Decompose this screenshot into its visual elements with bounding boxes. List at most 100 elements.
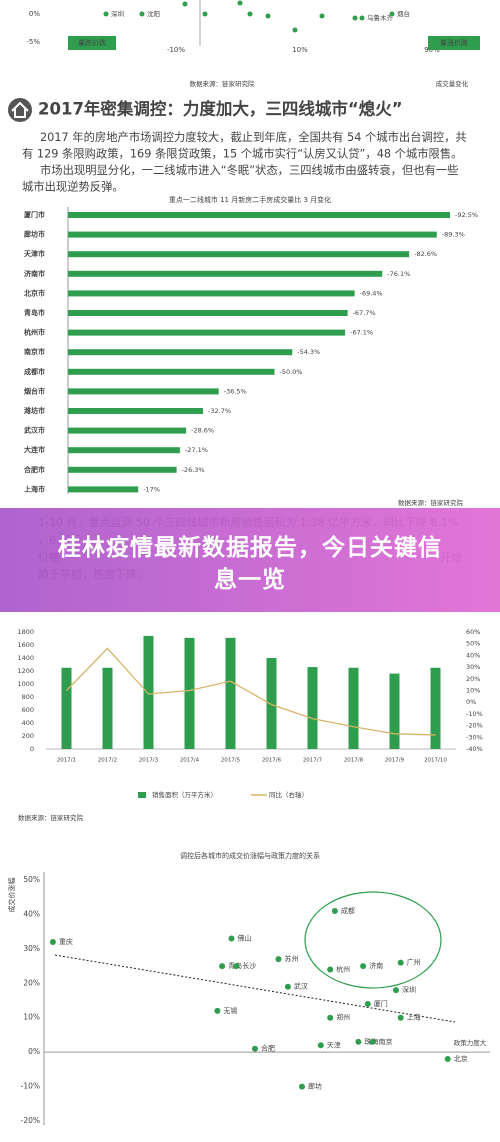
point <box>369 1038 376 1045</box>
point <box>237 0 243 6</box>
point-label: 上海 <box>407 1013 421 1022</box>
bar <box>225 637 236 749</box>
category-label: 大连市 <box>24 445 45 454</box>
y2-tick-label: 10% <box>466 687 480 695</box>
category-label: 潍坊市 <box>24 406 45 415</box>
point-label: 长沙 <box>242 961 256 970</box>
bar <box>61 667 72 749</box>
quadrant-badge <box>68 36 116 50</box>
bar <box>184 637 195 749</box>
chart-title: 调控后各城市的成交价涨幅与政策力度的关系 <box>180 851 320 860</box>
bar <box>68 447 180 454</box>
bar <box>68 408 204 414</box>
y-tick-label: 30% <box>23 944 40 953</box>
value-label: -17% <box>143 485 160 493</box>
chart-title: 重点一二线城市 11 月新房二手房成交量比 3 月变化 <box>169 195 331 204</box>
x-tick-label: 2017/7 <box>303 758 323 764</box>
category-label: 上海市 <box>24 484 45 493</box>
category-label: 廊坊市 <box>24 230 45 239</box>
y-tick-label: 50% <box>23 875 40 884</box>
point-label: 济南 <box>369 961 383 970</box>
bar <box>68 290 355 297</box>
bar <box>143 635 154 749</box>
point <box>233 963 240 970</box>
y-tick-label: 0% <box>29 10 40 18</box>
point-label: 无锡 <box>223 1006 237 1015</box>
value-label: -76.1% <box>387 270 410 278</box>
highlight-ellipse <box>304 891 442 989</box>
source: 数据来源：链家研究院 <box>398 498 464 507</box>
point <box>317 1042 324 1049</box>
point-label: 深圳 <box>111 9 124 18</box>
legend-swatch <box>138 792 146 798</box>
point <box>327 1014 334 1021</box>
y-tick-label: -20% <box>21 1116 40 1125</box>
point <box>393 987 399 994</box>
category-label: 合肥市 <box>23 465 45 474</box>
y2-tick-label: -20% <box>466 722 483 730</box>
x-tick-label: 2017/9 <box>385 758 405 764</box>
y-tick-label: 1400 <box>17 654 34 662</box>
category-label: 杭州市 <box>24 328 45 337</box>
paragraph-line: 城市出现逆势反弹。 <box>22 180 124 194</box>
bar <box>68 310 348 316</box>
category-label: 济南市 <box>24 269 45 278</box>
point-label: 南京 <box>379 1037 393 1046</box>
point <box>49 938 56 945</box>
point <box>214 1007 221 1014</box>
point <box>444 1056 451 1063</box>
y2-tick-label: 20% <box>466 675 480 683</box>
value-label: -67.1% <box>350 329 373 337</box>
point <box>284 983 291 990</box>
y2-tick-label: 50% <box>466 640 480 648</box>
value-label: -67.7% <box>353 309 376 317</box>
bar <box>68 251 410 258</box>
paragraph-line: 有 129 条限购政策，169 条限贷政策，15 个城市实行“认房又认贷”，48… <box>22 147 462 161</box>
value-label: -36.5% <box>224 387 247 395</box>
point-label: 合肥 <box>261 1044 275 1053</box>
y2-tick-label: -30% <box>466 733 483 741</box>
y-tick-label: 1600 <box>17 641 34 649</box>
home-icon <box>8 98 32 122</box>
legend-label: 同比（右轴） <box>269 790 308 799</box>
point <box>275 956 282 963</box>
point <box>292 27 298 33</box>
quadrant-badge <box>428 36 480 50</box>
x-tick-label: -10% <box>167 46 185 54</box>
y-tick-label: 20% <box>23 978 40 987</box>
category-label: 青岛市 <box>24 308 45 317</box>
y-tick-label: 1800 <box>17 628 34 636</box>
bar <box>430 667 441 749</box>
y-tick-label: 600 <box>22 706 34 714</box>
point <box>327 966 334 973</box>
x-tick-label: 2017/6 <box>262 758 282 764</box>
x-tick-label: 2017/1 <box>57 758 76 764</box>
value-label: -32.7% <box>208 407 231 415</box>
y-tick-label: 0% <box>28 1047 40 1056</box>
bar <box>389 673 400 749</box>
point-label: 武汉 <box>294 982 308 991</box>
y-tick-label: 400 <box>22 719 34 727</box>
point-label: 乌鲁木齐 <box>367 13 394 22</box>
point <box>331 907 338 914</box>
category-label: 南京市 <box>24 347 45 356</box>
x-axis-title: 政策力度大 <box>454 1038 487 1047</box>
category-label: 烟台市 <box>24 386 45 395</box>
point <box>389 11 395 17</box>
value-label: -27.1% <box>185 446 208 454</box>
point <box>247 11 253 17</box>
y2-tick-label: 40% <box>466 651 480 659</box>
point <box>355 1038 362 1045</box>
source: 数据来源：链家研究院 <box>18 813 84 822</box>
point-label: 郑州 <box>336 1014 350 1022</box>
bar <box>348 667 359 749</box>
y2-tick-label: 60% <box>466 628 480 636</box>
point <box>359 15 365 21</box>
point <box>352 15 358 21</box>
y2-tick-label: 30% <box>466 663 480 671</box>
line-series <box>66 647 436 736</box>
y-tick-label: 40% <box>23 909 40 918</box>
bar <box>68 329 346 336</box>
point-label: 廊坊 <box>308 1082 322 1091</box>
